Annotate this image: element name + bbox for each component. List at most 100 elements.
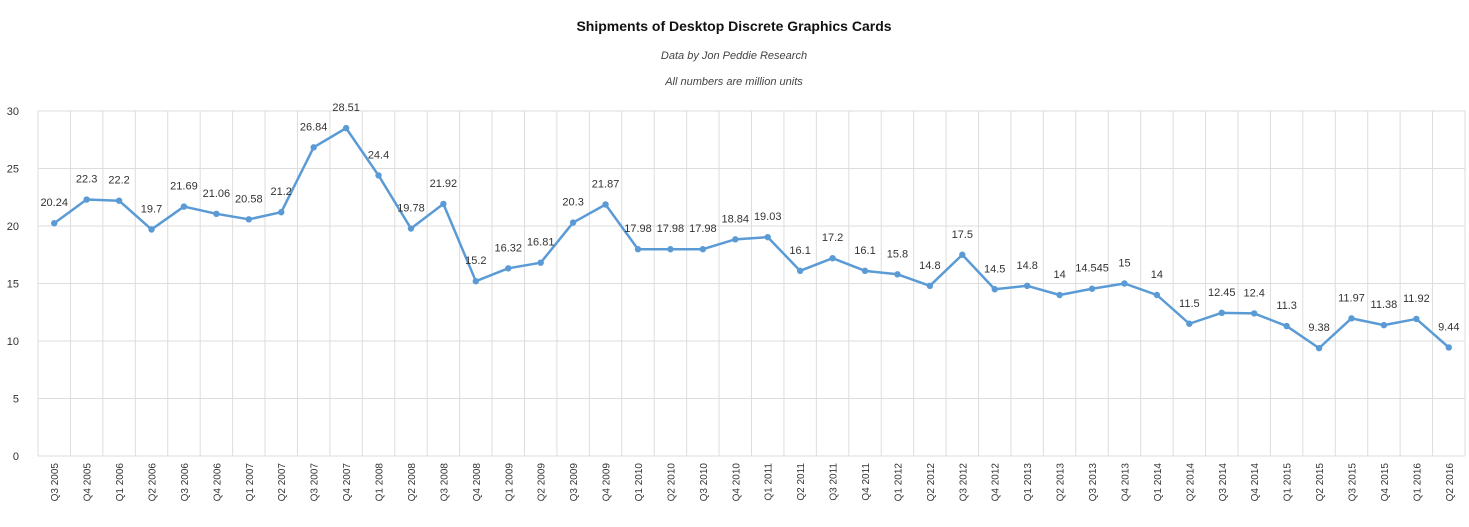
data-point — [926, 282, 934, 289]
data-point — [829, 255, 836, 262]
data-point — [51, 220, 58, 227]
x-tick-label: Q1 2008 — [375, 463, 386, 502]
x-tick-label: Q2 2011 — [796, 463, 807, 501]
data-label: 17.98 — [624, 223, 652, 235]
x-tick-label: Q1 2010 — [634, 463, 645, 502]
x-tick-label: Q3 2009 — [569, 463, 580, 502]
data-label: 14 — [1053, 269, 1065, 281]
series-line — [53, 126, 1450, 350]
x-tick-label: Q3 2010 — [699, 463, 710, 502]
data-label: 19.03 — [754, 211, 782, 223]
x-tick-label: Q4 2008 — [472, 463, 483, 502]
data-point — [699, 246, 707, 253]
x-tick-label: Q3 2015 — [1347, 463, 1358, 502]
data-point — [1315, 344, 1323, 352]
x-tick-label: Q3 2011 — [829, 463, 840, 501]
x-tick-label: Q4 2012 — [991, 463, 1002, 502]
data-point — [1023, 282, 1031, 289]
data-point — [732, 236, 739, 243]
data-label: 15 — [1118, 258, 1130, 270]
x-tick-label: Q4 2006 — [212, 463, 223, 502]
data-point — [505, 265, 512, 272]
data-label: 11.38 — [1371, 299, 1398, 311]
data-label: 9.38 — [1308, 322, 1329, 334]
data-point — [634, 246, 642, 253]
x-tick-label: Q3 2014 — [1218, 463, 1229, 502]
data-label: 11.3 — [1276, 300, 1297, 312]
x-tick-label: Q4 2014 — [1250, 463, 1261, 502]
data-point — [375, 172, 382, 179]
data-label: 14 — [1151, 269, 1163, 281]
data-point — [180, 203, 188, 210]
x-tick-label: Q3 2012 — [958, 463, 969, 502]
y-tick-label: 5 — [13, 394, 19, 406]
x-tick-label: Q4 2005 — [83, 463, 94, 502]
data-label: 17.98 — [657, 223, 685, 235]
data-label: 14.8 — [1016, 260, 1037, 272]
y-tick-label: 15 — [7, 279, 19, 291]
x-tick-label: Q1 2014 — [1153, 463, 1164, 502]
data-point — [1380, 321, 1388, 329]
x-axis: Q3 2005 Q4 2005 Q1 2006 Q2 2006 Q3 2006 Q4 20… — [50, 463, 1456, 502]
data-label: 20.58 — [235, 193, 263, 205]
data-point — [1413, 315, 1420, 323]
data-label: 22.2 — [108, 175, 129, 187]
data-label: 28.51 — [332, 102, 360, 114]
data-point — [1186, 320, 1193, 327]
data-label: 17.98 — [689, 223, 717, 235]
data-label: 20.24 — [40, 197, 68, 209]
data-label: 17.5 — [952, 229, 973, 241]
data-point — [796, 267, 804, 275]
data-label: 12.45 — [1208, 287, 1236, 299]
data-label: 12.4 — [1243, 287, 1264, 299]
data-point — [991, 286, 998, 293]
x-tick-label: Q3 2005 — [50, 463, 61, 502]
data-point — [1153, 291, 1161, 299]
data-label: 21.2 — [271, 186, 292, 198]
x-tick-label: Q1 2012 — [893, 463, 904, 502]
data-label: 24.4 — [368, 149, 389, 161]
data-point — [537, 259, 544, 266]
data-label: 21.92 — [430, 178, 458, 190]
x-tick-label: Q1 2007 — [245, 463, 256, 502]
data-point — [1348, 315, 1355, 322]
data-label: 21.69 — [170, 181, 198, 193]
data-point — [569, 219, 577, 226]
data-point — [861, 267, 869, 275]
x-tick-label: Q2 2006 — [148, 463, 159, 502]
x-tick-label: Q4 2007 — [342, 463, 353, 502]
data-point — [115, 197, 123, 204]
x-tick-label: Q2 2008 — [407, 463, 418, 502]
data-label: 22.3 — [76, 174, 97, 186]
data-label: 21.87 — [592, 178, 620, 190]
x-tick-label: Q4 2010 — [731, 463, 742, 502]
x-tick-label: Q3 2007 — [310, 463, 321, 502]
data-label: 19.7 — [141, 203, 162, 215]
data-point — [764, 233, 771, 241]
x-tick-label: Q1 2015 — [1283, 463, 1294, 502]
data-point — [602, 201, 609, 208]
data-label: 20.3 — [562, 197, 583, 209]
data-point — [1445, 344, 1452, 351]
data-label: 14.8 — [919, 260, 940, 272]
x-tick-label: Q1 2011 — [764, 463, 775, 501]
data-label: 15.8 — [887, 248, 908, 260]
data-label: 19.78 — [397, 203, 425, 215]
data-label: 14.5 — [984, 263, 1005, 275]
x-tick-label: Q1 2006 — [115, 463, 126, 502]
x-tick-label: Q3 2013 — [1088, 463, 1099, 502]
data-label: 14.545 — [1075, 263, 1109, 275]
x-tick-label: Q2 2012 — [926, 463, 937, 502]
x-tick-label: Q2 2016 — [1445, 463, 1456, 502]
x-tick-label: Q2 2009 — [537, 463, 548, 502]
data-point — [894, 271, 901, 278]
data-point — [148, 226, 155, 233]
data-point — [1088, 285, 1096, 292]
grid — [37, 110, 1466, 457]
x-tick-label: Q3 2008 — [439, 463, 450, 502]
y-tick-label: 0 — [13, 451, 19, 463]
data-label: 11.97 — [1338, 292, 1365, 304]
data-point — [1218, 309, 1225, 317]
data-label: 11.5 — [1179, 298, 1200, 310]
